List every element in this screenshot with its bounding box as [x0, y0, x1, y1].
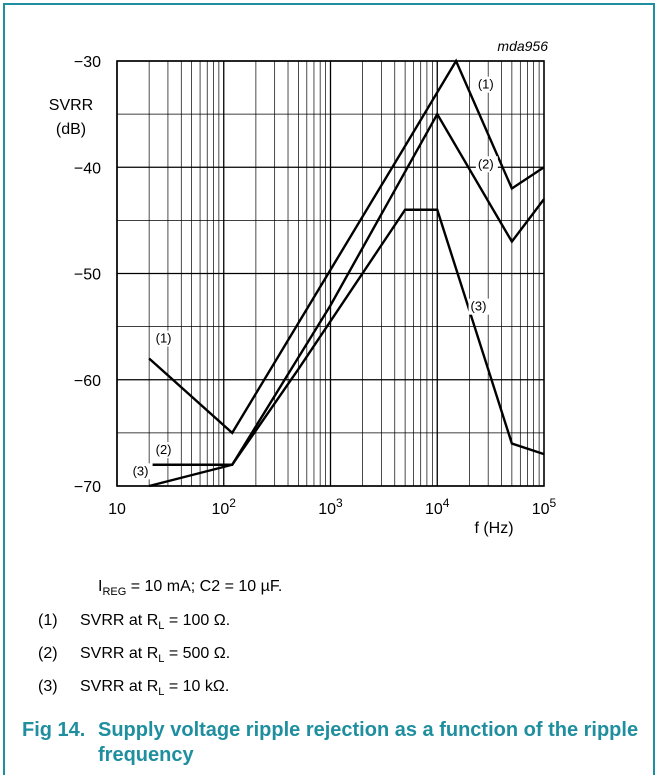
series-label-bg — [475, 156, 498, 173]
legend-subscript: L — [158, 686, 165, 698]
cond-text: = 10 mA; C2 = 10 µF. — [126, 578, 283, 595]
caption-label: Fig 14. — [22, 719, 86, 741]
x-tick-label: 102 — [212, 496, 237, 518]
legend-subscript: L — [158, 653, 165, 665]
legend-text: SVRR at R — [80, 678, 159, 695]
series-label-bg — [153, 442, 176, 459]
x-tick-label: 10 — [108, 501, 126, 518]
series-line-3 — [148, 208, 545, 488]
series-label: (2) — [478, 156, 494, 171]
cond-symbol: I — [98, 578, 103, 595]
x-tick-label: 104 — [425, 496, 450, 518]
tick-labels: −30 −40 −50 −60 −70 10 102 103 104 105 — [74, 54, 557, 518]
series-label-bg — [475, 76, 498, 93]
series-layer — [148, 58, 545, 488]
series-label-bg — [153, 330, 176, 347]
series-line-1 — [148, 58, 545, 435]
figure-frame — [3, 3, 655, 775]
legend-text: SVRR at R — [80, 645, 159, 662]
legend-text: SVRR at R — [80, 612, 159, 629]
cond-subscript: REG — [102, 586, 127, 598]
figure-id: mda956 — [497, 38, 548, 54]
y-tick-label: −70 — [74, 479, 101, 496]
series-label: (3) — [133, 463, 149, 478]
series-labels: (1) (2) (3) (1) (2) (3) — [130, 76, 498, 480]
y-axis-label: SVRR — [49, 97, 93, 114]
series-label-bg — [130, 463, 153, 480]
legend-value: = 500 Ω. — [164, 645, 231, 662]
legend-item: (1) SVRR at RL = 100 Ω. — [38, 612, 231, 632]
y-tick-label: −50 — [74, 267, 101, 284]
x-tick-label: 103 — [318, 496, 343, 518]
caption-text: Supply voltage ripple rejection as a fun… — [98, 719, 639, 766]
y-tick-label: −40 — [74, 160, 101, 177]
legend-number: (1) — [38, 612, 58, 629]
legend-value: = 10 kΩ. — [164, 678, 230, 695]
legend-item: (2) SVRR at RL = 500 Ω. — [38, 645, 231, 665]
legend-item: (3) SVRR at RL = 10 kΩ. — [38, 678, 230, 698]
series-label-bg — [468, 298, 491, 315]
series-label: (1) — [156, 331, 172, 346]
x-axis-label: f (Hz) — [474, 520, 513, 537]
legend-number: (3) — [38, 678, 58, 695]
legend-value: = 100 Ω. — [164, 612, 231, 629]
x-tick-label: 105 — [532, 496, 557, 518]
series-line-2 — [149, 111, 545, 466]
legend-subscript: L — [158, 620, 165, 632]
y-axis-unit: (dB) — [56, 121, 86, 138]
y-tick-label: −60 — [74, 373, 101, 390]
plot-border — [116, 60, 545, 487]
legend-number: (2) — [38, 645, 58, 662]
series-label: (1) — [478, 77, 494, 92]
series-label: (3) — [471, 299, 487, 314]
y-tick-label: −30 — [74, 54, 101, 71]
test-conditions: IREG = 10 mA; C2 = 10 µF. — [98, 578, 283, 598]
series-label: (2) — [156, 442, 172, 457]
